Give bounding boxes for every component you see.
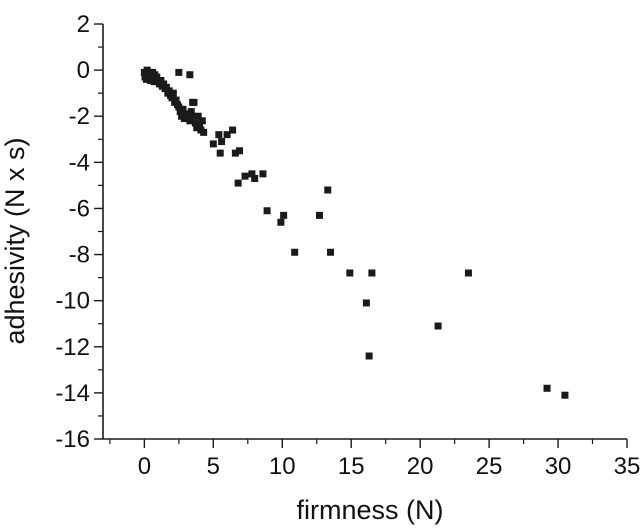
data-point bbox=[280, 211, 288, 219]
x-tick-label: 15 bbox=[338, 453, 365, 480]
data-point bbox=[186, 71, 194, 79]
y-tick-label: -10 bbox=[55, 288, 90, 315]
data-point bbox=[216, 149, 224, 157]
data-point bbox=[263, 207, 271, 215]
data-point bbox=[186, 117, 194, 125]
data-point bbox=[189, 98, 197, 106]
y-tick-label: -6 bbox=[69, 195, 90, 222]
data-point bbox=[191, 119, 199, 127]
data-point bbox=[248, 170, 256, 178]
x-tick-label: 30 bbox=[545, 453, 572, 480]
y-tick-label: -4 bbox=[69, 149, 90, 176]
data-point bbox=[187, 108, 195, 116]
data-point bbox=[196, 121, 204, 129]
data-point bbox=[234, 179, 242, 187]
data-point bbox=[561, 391, 569, 399]
data-point bbox=[346, 269, 354, 277]
data-point bbox=[200, 128, 208, 136]
y-axis-title: adhesivity (N x s) bbox=[0, 137, 30, 344]
data-point bbox=[324, 186, 332, 194]
data-point bbox=[236, 147, 244, 155]
data-point bbox=[175, 68, 183, 76]
x-tick-label: 25 bbox=[476, 453, 503, 480]
data-point bbox=[231, 149, 239, 157]
data-point bbox=[251, 174, 259, 182]
data-point bbox=[362, 299, 370, 307]
data-point bbox=[168, 94, 176, 102]
x-tick-label: 0 bbox=[138, 453, 151, 480]
data-point bbox=[368, 269, 376, 277]
data-point bbox=[277, 218, 285, 226]
y-tick-label: -14 bbox=[55, 380, 90, 407]
y-tick-label: 2 bbox=[77, 11, 90, 38]
y-tick-label: -16 bbox=[55, 426, 90, 453]
data-point bbox=[209, 140, 217, 148]
axes bbox=[102, 24, 627, 440]
data-point bbox=[464, 269, 472, 277]
data-point bbox=[175, 103, 183, 111]
x-tick-label: 10 bbox=[269, 453, 296, 480]
data-point bbox=[543, 384, 551, 392]
data-point bbox=[215, 131, 223, 139]
data-point bbox=[153, 73, 161, 81]
x-tick-label: 35 bbox=[614, 453, 641, 480]
data-point bbox=[218, 138, 226, 146]
data-point bbox=[194, 112, 202, 120]
y-tick-label: -8 bbox=[69, 242, 90, 269]
data-point bbox=[229, 126, 237, 134]
y-tick-label: 0 bbox=[77, 57, 90, 84]
x-tick-label: 20 bbox=[407, 453, 434, 480]
data-point bbox=[179, 105, 187, 113]
data-point bbox=[189, 112, 197, 120]
data-point bbox=[291, 248, 299, 256]
data-point bbox=[169, 89, 177, 97]
data-point bbox=[165, 87, 173, 95]
data-point bbox=[434, 322, 442, 330]
data-point bbox=[365, 352, 373, 360]
data-point bbox=[223, 131, 231, 139]
y-tick-label: -12 bbox=[55, 334, 90, 361]
data-point bbox=[198, 117, 206, 125]
y-tick-label: -2 bbox=[69, 103, 90, 130]
data-point bbox=[183, 112, 191, 120]
data-point bbox=[241, 172, 249, 180]
x-axis-title: firmness (N) bbox=[297, 495, 444, 525]
data-point bbox=[315, 211, 323, 219]
data-points bbox=[140, 66, 569, 399]
data-point bbox=[259, 170, 267, 178]
data-point bbox=[172, 96, 180, 104]
data-point bbox=[327, 248, 335, 256]
ticks bbox=[94, 23, 628, 448]
x-tick-label: 5 bbox=[207, 453, 220, 480]
